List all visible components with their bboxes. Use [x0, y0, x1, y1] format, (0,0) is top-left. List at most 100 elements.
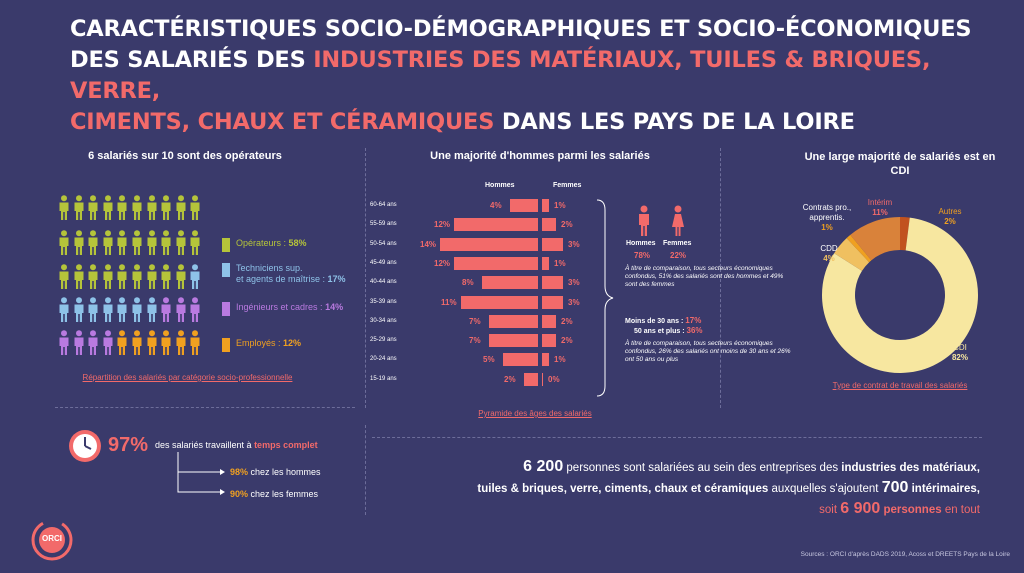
- bar-men: [489, 314, 538, 328]
- bar-women: [542, 334, 556, 348]
- young-label: Moins de 30 ans :: [625, 318, 686, 325]
- contract-caption: Type de contrat de travail des salariés: [832, 381, 968, 390]
- worktime-men-text: chez les hommes: [248, 467, 321, 477]
- bar-men: [510, 199, 538, 212]
- legend-swatch: [222, 302, 230, 316]
- pct-men: 2%: [504, 374, 516, 384]
- title-line-2: DES SALARIÉS DES INDUSTRIES DES MATÉRIAU…: [70, 45, 990, 107]
- csp-legend-item: Ingénieurs et cadres : 14%: [222, 302, 343, 316]
- divider: [55, 407, 355, 408]
- picto-row: [57, 297, 203, 323]
- person-icon: [174, 264, 189, 290]
- person-icon: [188, 330, 203, 356]
- pyramid-head-women: Femmes: [553, 182, 582, 189]
- bar-men: [482, 276, 538, 290]
- worktime-men-value: 98%: [230, 467, 249, 477]
- person-icon: [159, 230, 174, 256]
- bar-women: [542, 372, 543, 386]
- old-label: 50 ans et plus :: [634, 328, 687, 335]
- summary-text-3a: soit: [819, 504, 841, 516]
- person-icon: [145, 297, 160, 323]
- person-icon: [57, 330, 72, 356]
- donut-label-autres: Autres 2%: [930, 207, 970, 227]
- age-label: 40-44 ans: [370, 279, 397, 286]
- pct-men: 7%: [469, 336, 481, 346]
- csp-legend-item: Opérateurs : 58%: [222, 238, 307, 252]
- summary-num-3: 6 900: [840, 500, 881, 517]
- person-icon: [159, 264, 174, 290]
- legend-label: Employés :: [236, 338, 284, 348]
- summary-text-3b: personnes: [880, 504, 942, 516]
- person-icon: [86, 230, 101, 256]
- person-icon: [101, 195, 116, 221]
- legend-text: Employés : 12%: [236, 338, 301, 349]
- old-row: 50 ans et plus : 36%: [634, 326, 703, 335]
- person-icon: [115, 330, 130, 356]
- contrats-value: 1%: [821, 223, 833, 232]
- donut-label-interim: Intérim 11%: [862, 198, 898, 218]
- pct-women: 1%: [554, 355, 566, 365]
- picto-row: [57, 330, 203, 356]
- sources: Sources : ORCI d'après DADS 2019, Acoss …: [800, 551, 1010, 558]
- person-icon: [188, 264, 203, 290]
- contract-donut: [822, 217, 978, 373]
- person-icon: [101, 230, 116, 256]
- person-icon: [159, 297, 174, 323]
- bar-men: [440, 237, 538, 251]
- pct-women: 2%: [561, 220, 573, 230]
- summary-line-1: 6 200 personnes sont salariées au sein d…: [380, 457, 980, 478]
- pyramid-head-men: Hommes: [485, 182, 515, 189]
- bar-men: [461, 295, 538, 309]
- bar-women: [542, 218, 556, 232]
- cdi-value: 82%: [951, 353, 968, 362]
- young-row: Moins de 30 ans : 17%: [625, 316, 701, 325]
- donut-label-cdd: CDD 4%: [814, 244, 844, 264]
- title-line-3-a: CIMENTS, CHAUX ET CÉRAMIQUES: [70, 109, 495, 135]
- men-label: Hommes: [626, 240, 656, 247]
- person-icon: [115, 230, 130, 256]
- person-icon: [57, 230, 72, 256]
- worktime-text: des salariés travaillent à temps complet: [155, 440, 318, 450]
- title-line-3: CIMENTS, CHAUX ET CÉRAMIQUES DANS LES PA…: [70, 107, 990, 138]
- person-icon: [130, 264, 145, 290]
- interim-label: Intérim: [867, 198, 893, 207]
- title-line-2-b: INDUSTRIES DES MATÉRIAUX, TUILES & BRIQU…: [70, 47, 931, 104]
- summary-num-1: 6 200: [523, 458, 564, 475]
- age-label: 20-24 ans: [370, 356, 397, 363]
- bar-men: [503, 353, 538, 367]
- age-note: À titre de comparaison, tous secteurs éc…: [625, 340, 791, 363]
- worktime-text-a: des salariés travaillent à: [155, 440, 255, 450]
- person-icon: [86, 297, 101, 323]
- person-icon: [72, 330, 87, 356]
- legend-swatch: [222, 338, 230, 352]
- pct-men: 8%: [462, 278, 474, 288]
- legend-swatch: [222, 238, 230, 252]
- donut-label-contrats: Contrats pro., apprentis. 1%: [797, 203, 857, 233]
- woman-icon: [672, 205, 684, 236]
- summary-text-1a: personnes sont salariées au sein des ent…: [563, 462, 842, 474]
- legend-value: 12%: [283, 338, 302, 348]
- person-icon: [145, 264, 160, 290]
- legend-text: Ingénieurs et cadres : 14%: [236, 302, 343, 313]
- picto-row: [57, 264, 203, 290]
- pct-women: 0%: [548, 374, 560, 384]
- summary-text-2a: tuiles & briques, verre, ciments, chaux …: [477, 483, 769, 495]
- csp-legend-item: Employés : 12%: [222, 338, 301, 352]
- donut-slice: [850, 217, 900, 261]
- person-icon: [130, 330, 145, 356]
- interim-value: 11%: [872, 208, 888, 217]
- title-line-3-b: DANS LES PAYS DE LA LOIRE: [494, 109, 855, 135]
- divider: [372, 437, 982, 438]
- age-label: 55-59 ans: [370, 221, 397, 228]
- person-icon: [57, 297, 72, 323]
- man-icon: [639, 205, 649, 236]
- title-line-1: CARACTÉRISTIQUES SOCIO-DÉMOGRAPHIQUES ET…: [70, 16, 972, 42]
- picto-row: [57, 195, 203, 221]
- summary-line-3: soit 6 900 personnes en tout: [380, 499, 980, 520]
- worktime-connector: [177, 452, 225, 495]
- clock-icon: [69, 430, 101, 462]
- legend-value: 58%: [288, 238, 307, 248]
- age-label: 50-54 ans: [370, 240, 397, 247]
- pct-men: 12%: [434, 220, 451, 230]
- person-icon: [130, 195, 145, 221]
